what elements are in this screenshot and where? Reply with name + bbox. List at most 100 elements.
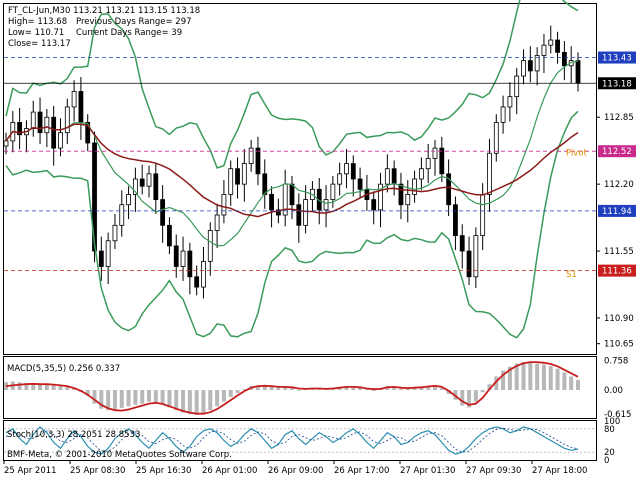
candle-body [466,250,472,278]
macd-histogram-bar [208,390,213,411]
macd-histogram-bar [351,386,356,391]
candle-body [473,235,479,278]
candle-body [357,178,363,190]
candle-body [167,224,172,247]
candle-body [289,183,295,206]
macd-histogram-bar [44,384,49,391]
macd-histogram-bar [548,365,553,391]
low-value: Low= 110.71 [8,28,64,38]
macd-histogram-bar [58,386,63,391]
candle-body [37,111,43,134]
time-tick-label: 27 Apr 01:30 [400,466,455,476]
macd-panel-frame [3,356,597,419]
candle-body [418,168,424,180]
macd-histogram-bar [296,390,301,391]
stoch-main-line [5,426,579,455]
macd-signal-line [5,361,579,415]
copyright-text: BMF-Meta, © 2001-2010 MetaQuotes Softwar… [7,450,232,460]
upper-bollinger-band [5,0,579,169]
macd-histogram-bar [99,390,104,409]
macd-histogram-bar [460,390,465,406]
macd-histogram-bar [221,390,226,402]
macd-histogram-bar [371,390,376,391]
price-tag-box [598,145,636,158]
macd-tick-label: -0.615 [604,410,631,420]
candle-body [255,147,261,175]
macd-histogram-bar [317,388,322,391]
stoch-tick-label: 80 [604,425,615,435]
macd-histogram-bar [576,379,580,391]
candle-body [296,204,302,226]
candle-body [575,60,581,84]
close-value: Close= 113.17 [8,39,71,49]
price-tag-box [598,77,636,90]
candle-body [541,44,547,56]
macd-histogram-bar [358,388,363,391]
price-panel-frame [3,3,597,355]
middle-bollinger-band [5,60,579,247]
macd-histogram-bar [140,390,145,404]
candle-body [180,250,186,267]
price-tag-label: 111.36 [602,267,632,277]
macd-histogram-bar [412,387,417,391]
time-tick-label: 25 Apr 16:30 [136,466,191,476]
candle-body [548,39,554,46]
macd-histogram-bar [433,385,437,391]
candle-body [412,178,417,195]
candle-body [507,96,513,108]
macd-histogram-bar [51,385,56,391]
candle-body [17,121,23,136]
candle-body [71,91,77,108]
candle-body [378,183,383,211]
candle-body [487,152,492,195]
candle-body [132,178,138,195]
candle-body [221,194,227,216]
previous-days-range: Previous Days Range= 297 [76,17,192,27]
candle-body [105,240,111,267]
candle-body [146,173,152,187]
candle-body [262,173,268,195]
macd-histogram-bar [181,390,186,413]
stoch-layer [4,426,596,455]
candle-body [534,55,540,72]
macd-histogram-bar [38,384,43,391]
macd-histogram-bar [17,382,22,391]
candle-body [235,168,240,185]
macd-histogram-bar [31,383,36,391]
candle-body [500,106,506,123]
stoch-tick-label: 100 [604,417,620,427]
macd-histogram-bar [535,363,540,391]
price-tick-label: 110.90 [604,314,634,324]
macd-histogram-bar [501,370,506,391]
candle-body [350,163,356,180]
macd-histogram-bar [439,388,444,391]
candle-body [493,121,499,154]
macd-histogram-bar [494,376,499,391]
candle-body [391,168,397,185]
macd-histogram-bar [147,390,151,402]
candle-body [398,183,404,206]
candle-body [248,147,254,164]
candle-body [228,168,234,195]
candle-body [269,194,274,211]
stoch-panel-frame [3,420,597,461]
candle-body [92,142,97,252]
slow-moving-average [5,123,579,218]
candle-body [521,60,526,77]
macd-histogram-bar [215,390,220,407]
candle-body [432,147,438,159]
candle-body [555,39,560,53]
candle-body [126,194,131,206]
time-tick-label: 25 Apr 2011 [4,466,57,476]
candle-body [207,230,213,262]
macd-histogram-bar [283,386,288,391]
macd-histogram-bar [480,390,485,392]
candle-body [384,168,390,185]
price-tag-box [598,51,636,64]
macd-histogram-bar [446,390,451,394]
stoch-signal-line [5,427,579,453]
price-tag-label: 112.52 [602,147,632,157]
candle-body [453,204,458,237]
macd-histogram-bar [119,390,124,408]
